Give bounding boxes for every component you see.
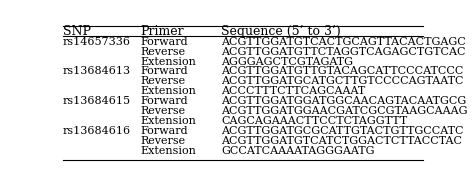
Text: Extension: Extension <box>140 146 196 156</box>
Text: Reverse: Reverse <box>140 136 185 146</box>
Text: Reverse: Reverse <box>140 47 185 57</box>
Text: ACGTTGGATGCGCATTGTACTGTTGCCATC: ACGTTGGATGCGCATTGTACTGTTGCCATC <box>221 126 464 136</box>
Text: Reverse: Reverse <box>140 106 185 116</box>
Text: ACGTTGGATGGATGGCAACAGTACAATGCG: ACGTTGGATGGATGGCAACAGTACAATGCG <box>221 96 466 106</box>
Text: Forward: Forward <box>140 66 188 77</box>
Text: CAGCAGAAACTTCCTCTAGGTTT: CAGCAGAAACTTCCTCTAGGTTT <box>221 116 407 126</box>
Text: Extension: Extension <box>140 116 196 126</box>
Text: ACGTTGGATGTCACTGCAGTTACACTGAGC: ACGTTGGATGTCACTGCAGTTACACTGAGC <box>221 37 465 47</box>
Text: Primer: Primer <box>140 25 184 38</box>
Text: AGGGAGCTCGTAGATG: AGGGAGCTCGTAGATG <box>221 57 353 67</box>
Text: rs13684616: rs13684616 <box>63 126 131 136</box>
Text: ACGTTGGATGCATGCTTGTCCCCAGTAATC: ACGTTGGATGCATGCTTGTCCCCAGTAATC <box>221 76 464 86</box>
Text: Forward: Forward <box>140 96 188 106</box>
Text: ACGTTGGATGTCATCTGGACTCTTACCTAC: ACGTTGGATGTCATCTGGACTCTTACCTAC <box>221 136 462 146</box>
Text: SNP: SNP <box>63 25 91 38</box>
Text: Forward: Forward <box>140 37 188 47</box>
Text: Extension: Extension <box>140 86 196 96</box>
Text: Extension: Extension <box>140 57 196 67</box>
Text: ACCCTTTCTTCAGCAAAT: ACCCTTTCTTCAGCAAAT <box>221 86 365 96</box>
Text: Reverse: Reverse <box>140 76 185 86</box>
Text: rs13684615: rs13684615 <box>63 96 131 106</box>
Text: rs13684613: rs13684613 <box>63 66 131 77</box>
Text: Forward: Forward <box>140 126 188 136</box>
Text: Sequence (5’ to 3’): Sequence (5’ to 3’) <box>221 25 341 38</box>
Text: ACGTTGGATGTTGTACAGCATTCCCATCCC: ACGTTGGATGTTGTACAGCATTCCCATCCC <box>221 66 463 77</box>
Text: ACGTTGGATGTTCTAGGTCAGAGCTGTCAC: ACGTTGGATGTTCTAGGTCAGAGCTGTCAC <box>221 47 465 57</box>
Text: GCCATCAAAATAGGGAATG: GCCATCAAAATAGGGAATG <box>221 146 374 156</box>
Text: rs14657336: rs14657336 <box>63 37 131 47</box>
Text: ACGTTGGATGGAACGATCGCGTAAGCAAAG: ACGTTGGATGGAACGATCGCGTAAGCAAAG <box>221 106 467 116</box>
